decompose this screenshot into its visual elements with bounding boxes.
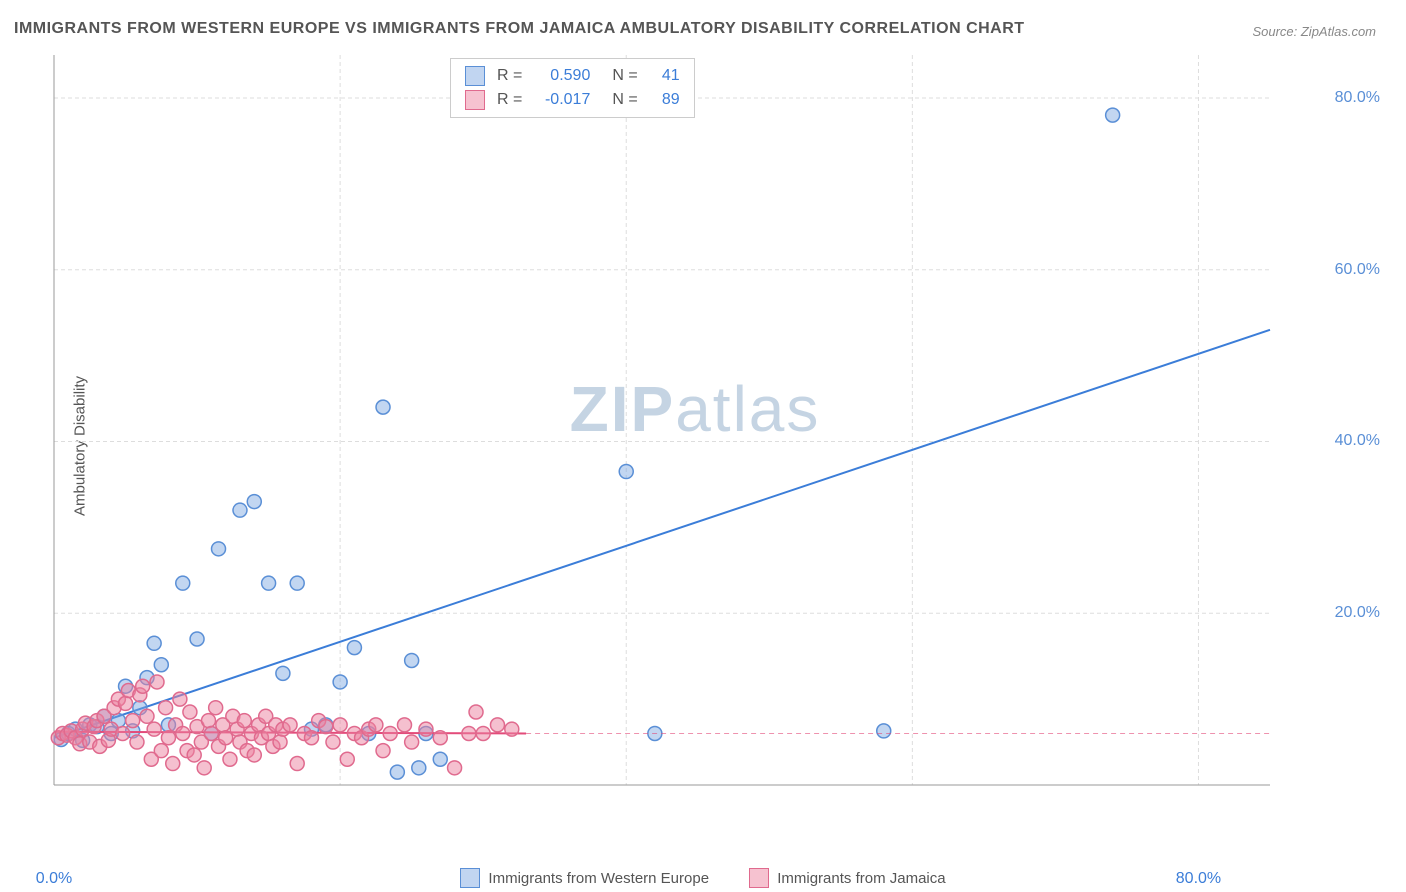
- legend-item-series2: Immigrants from Jamaica: [749, 868, 945, 888]
- legend-row-series1: R = 0.590 N = 41: [465, 64, 680, 88]
- series2-label: Immigrants from Jamaica: [777, 870, 945, 887]
- y-tick-label: 80.0%: [1335, 89, 1380, 107]
- y-tick-label: 60.0%: [1335, 261, 1380, 279]
- n-val-1: 41: [646, 64, 680, 88]
- swatch-pink-icon: [749, 868, 769, 888]
- y-tick-label: 20.0%: [1335, 604, 1380, 622]
- r-val-1: 0.590: [530, 64, 590, 88]
- series1-label: Immigrants from Western Europe: [488, 870, 709, 887]
- swatch-blue-icon: [465, 66, 485, 86]
- r-label-2: R =: [497, 88, 522, 112]
- x-tick-label: 80.0%: [1176, 870, 1221, 888]
- swatch-blue-icon: [460, 868, 480, 888]
- n-label-2: N =: [612, 88, 637, 112]
- y-tick-label: 40.0%: [1335, 432, 1380, 450]
- swatch-pink-icon: [465, 90, 485, 110]
- plot-area: ZIPatlas: [50, 55, 1340, 825]
- legend-item-series1: Immigrants from Western Europe: [460, 868, 709, 888]
- x-tick-label: 0.0%: [36, 870, 72, 888]
- r-val-2: -0.017: [530, 88, 590, 112]
- source-attribution: Source: ZipAtlas.com: [1252, 24, 1376, 39]
- n-val-2: 89: [646, 88, 680, 112]
- correlation-legend: R = 0.590 N = 41 R = -0.017 N = 89: [450, 58, 695, 118]
- n-label-1: N =: [612, 64, 637, 88]
- r-label-1: R =: [497, 64, 522, 88]
- scatter-chart: [50, 55, 1340, 825]
- legend-row-series2: R = -0.017 N = 89: [465, 88, 680, 112]
- chart-title: IMMIGRANTS FROM WESTERN EUROPE VS IMMIGR…: [14, 20, 1025, 38]
